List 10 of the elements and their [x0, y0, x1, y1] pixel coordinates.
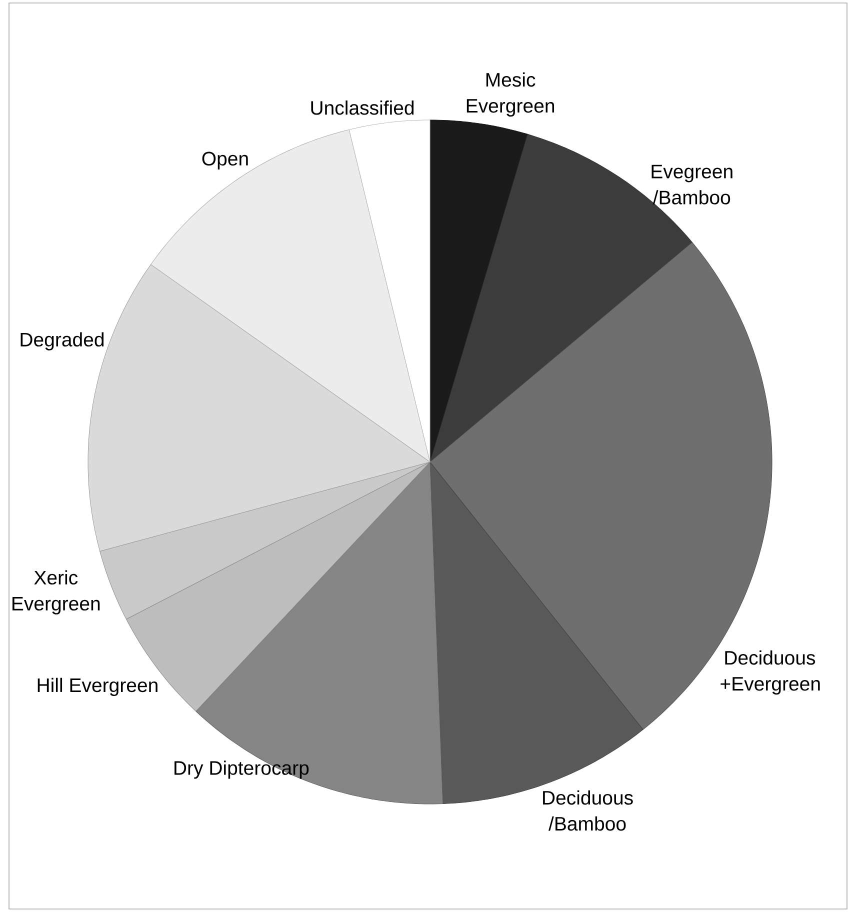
slice-label: Open	[202, 152, 248, 170]
slice-label: Xeric Evergreen	[12, 570, 100, 614]
slice-label: Deciduous +Evergreen	[720, 650, 820, 695]
slice-label: Hill Evergreen	[38, 678, 158, 696]
slice-label: Mesic Evergreen	[466, 72, 554, 117]
slice-label: Dry Dipterocarp	[174, 760, 309, 779]
slice-label: Evegreen /Bamboo	[652, 164, 732, 204]
slice-label: Degraded	[20, 332, 104, 350]
slice-label: Unclassified	[311, 100, 414, 115]
slice-label: Deciduous /Bamboo	[543, 790, 633, 831]
